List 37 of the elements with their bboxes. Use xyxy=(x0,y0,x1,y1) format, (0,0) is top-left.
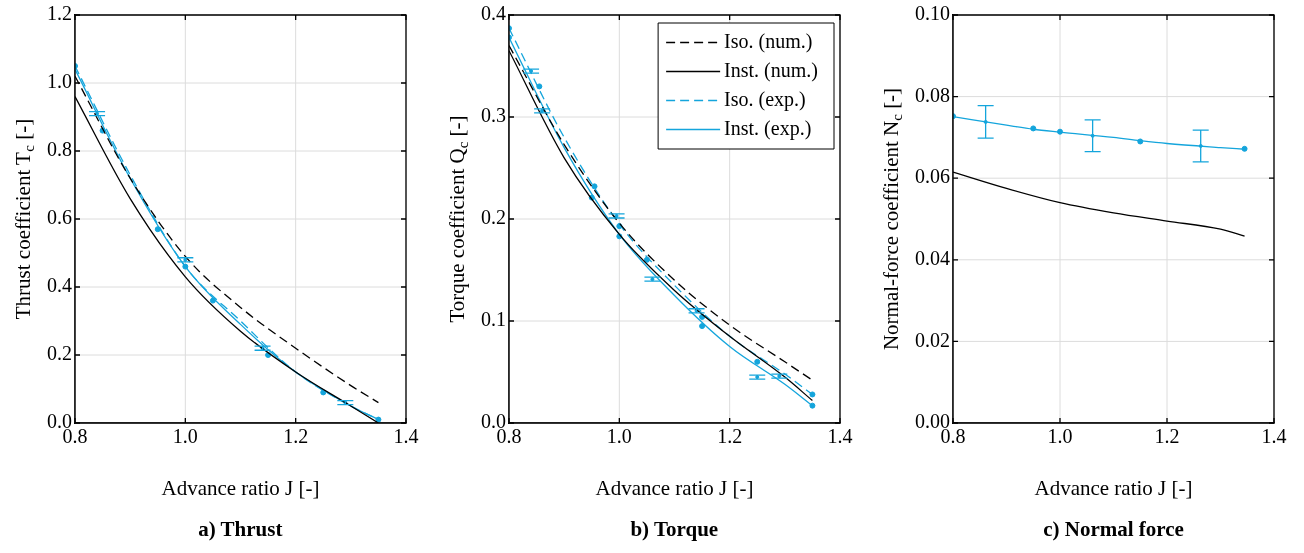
x-tick-label: 1.2 xyxy=(717,425,743,448)
y-tick-label: 0.08 xyxy=(915,83,950,106)
y-tick-label: 0.04 xyxy=(915,247,950,270)
y-tick-label: 0.2 xyxy=(47,342,72,365)
x-tick-label: 1.4 xyxy=(827,425,853,448)
y-tick-label: 0.4 xyxy=(47,274,72,297)
x-tick-label: 1.0 xyxy=(1047,425,1073,448)
y-tick-label: 0.02 xyxy=(915,328,950,351)
y-axis-title: Thrust coefficient Tc [-] xyxy=(10,118,38,320)
x-axis-title: Advance ratio J [-] xyxy=(1034,475,1193,500)
x-tick-label: 1.0 xyxy=(606,425,632,448)
y-tick-label: 0.06 xyxy=(915,165,950,188)
y-tick-label: 0.1 xyxy=(481,308,506,331)
y-tick-label: 0.6 xyxy=(47,206,72,229)
y-tick-label: 0.2 xyxy=(481,206,506,229)
x-axis-title: Advance ratio J [-] xyxy=(595,475,754,500)
legend-label: Iso. (exp.) xyxy=(724,87,806,111)
legend-label: Inst. (exp.) xyxy=(724,116,812,140)
x-axis-title: Advance ratio J [-] xyxy=(161,475,320,500)
x-tick-label: 1.2 xyxy=(283,425,309,448)
text: a) Thrust xyxy=(198,517,283,542)
y-axis-title: Normal-force coefficient Nc [-] xyxy=(878,87,906,351)
y-tick-label: 0.8 xyxy=(47,138,72,161)
x-tick-label: 1.0 xyxy=(172,425,198,448)
y-tick-label: 0.10 xyxy=(915,2,950,25)
x-tick-label: 1.4 xyxy=(1261,425,1287,448)
x-tick-label: 1.4 xyxy=(393,425,419,448)
y-tick-label: 1.2 xyxy=(47,2,72,25)
x-tick-label: 1.2 xyxy=(1154,425,1180,448)
y-axis-title: Torque coefficient Qc [-] xyxy=(444,115,472,323)
text: c) Normal force xyxy=(1043,517,1184,542)
y-tick-label: 1.0 xyxy=(47,70,72,93)
y-tick-label: 0.4 xyxy=(481,2,506,25)
legend-label: Inst. (num.) xyxy=(724,58,819,82)
legend-label: Iso. (num.) xyxy=(724,29,813,53)
y-tick-label: 0.3 xyxy=(481,104,506,127)
text: b) Torque xyxy=(630,517,719,542)
